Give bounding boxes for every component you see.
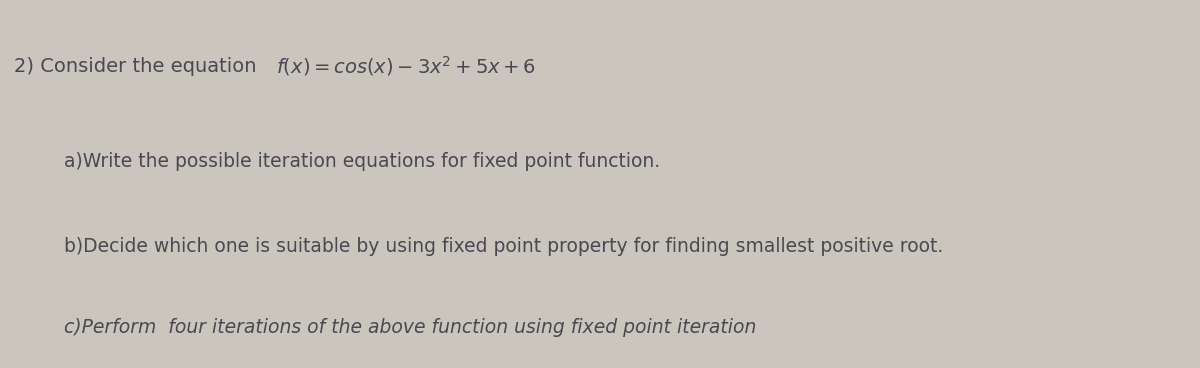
Text: c)Perform  four iterations of the above function using fixed point iteration: c)Perform four iterations of the above f… [46,318,756,337]
Text: $f(x)=cos(x)-3x^{2}+5x+6$: $f(x)=cos(x)-3x^{2}+5x+6$ [276,54,536,78]
Text: b)Decide which one is suitable by using fixed point property for finding smalles: b)Decide which one is suitable by using … [46,237,943,256]
Text: a)Write the possible iteration equations for fixed point function.: a)Write the possible iteration equations… [46,152,660,171]
Text: 2) Consider the equation: 2) Consider the equation [14,57,269,76]
